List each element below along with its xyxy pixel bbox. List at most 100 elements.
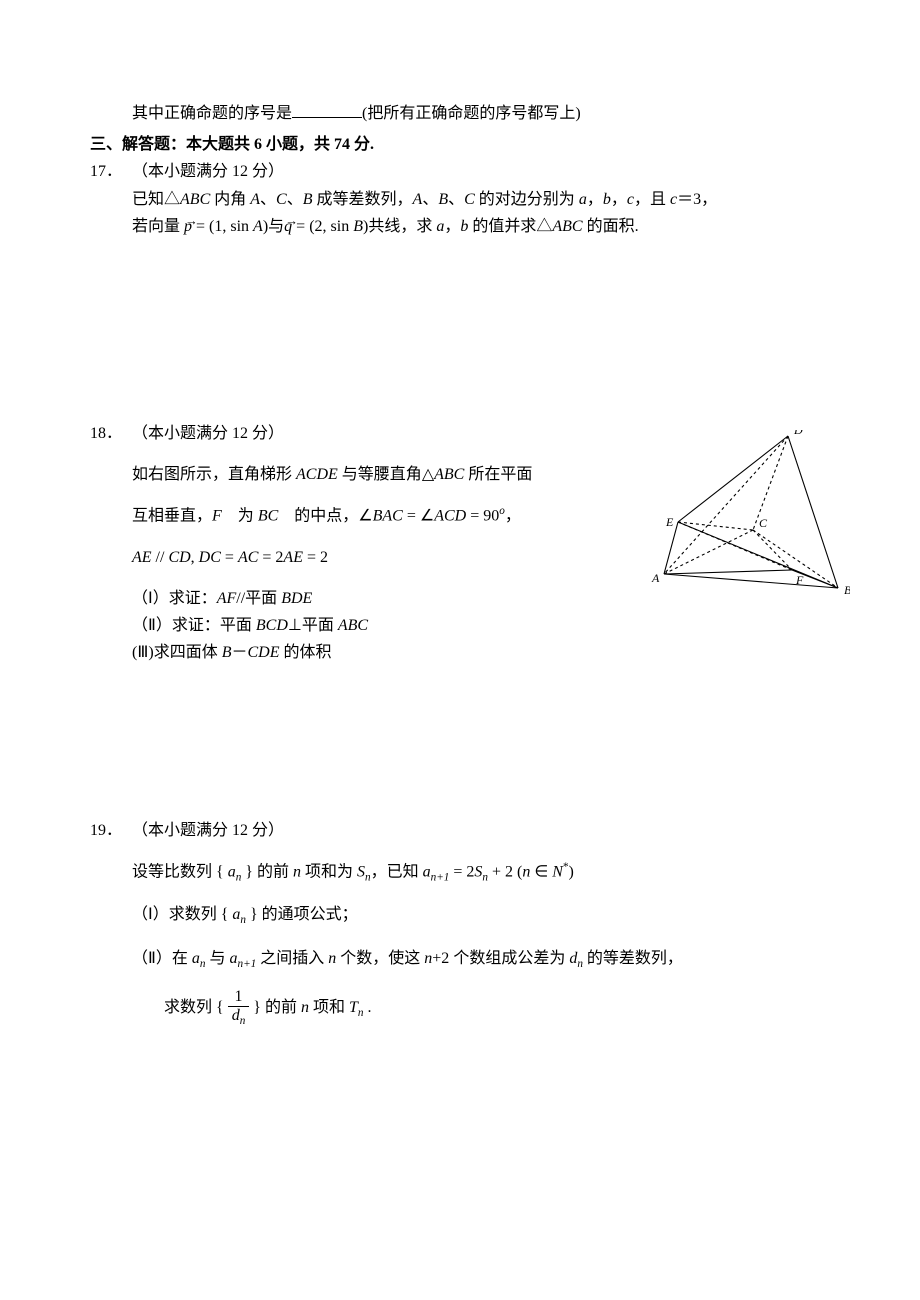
question-17: 17． （本小题满分 12 分） 已知△ABC 内角 A、C、B 成等差数列，A… — [90, 158, 830, 240]
fraction-1-over-dn: 1dn — [228, 988, 250, 1028]
two: 2 — [320, 549, 328, 566]
A: A — [250, 191, 260, 208]
q19-part1: （Ⅰ）求数列 { an } 的通项公式； — [132, 901, 830, 930]
workspace-gap-18 — [90, 667, 830, 817]
q19-part2: （Ⅱ）在 an 与 an+1 之间插入 n 个数，使这 n+2 个数组成公差为 … — [132, 945, 830, 974]
t: 设等比数列 { — [132, 863, 228, 880]
abc2: ABC — [552, 218, 582, 235]
n7: n — [240, 1015, 246, 1027]
t: ，已知 — [371, 863, 423, 880]
q17-line1: 已知△ABC 内角 A、C、B 成等差数列，A、B、C 的对边分别为 a，b，c… — [132, 191, 717, 208]
eq: = (2, sin — [292, 218, 353, 235]
eq2b: = 2 — [258, 549, 283, 566]
eq3: = — [303, 549, 320, 566]
eq2: = — [221, 549, 238, 566]
t: （Ⅰ）求数列 { — [132, 906, 232, 923]
t: ⊥平面 — [288, 617, 338, 634]
q18-points: （本小题满分 12 分） — [132, 425, 284, 442]
svg-text:D: D — [793, 430, 803, 437]
af: AF — [217, 590, 237, 607]
dc: DC — [199, 549, 221, 566]
np1b: n+1 — [238, 958, 257, 970]
t: 与 — [205, 950, 229, 967]
question-19: 19． （本小题满分 12 分） 设等比数列 { an } 的前 n 项和为 S… — [90, 817, 830, 1043]
a: a — [228, 863, 236, 880]
q19-part3: 求数列 { 1dn } 的前 n 项和 Tn . — [164, 988, 830, 1028]
svg-text:A: A — [651, 571, 660, 585]
a4: a — [192, 950, 200, 967]
t: （Ⅱ）求证：平面 — [132, 617, 256, 634]
c: c — [627, 191, 634, 208]
prev-prefix: 其中正确命题的序号是 — [132, 105, 292, 122]
t: （Ⅱ）在 — [132, 950, 192, 967]
q18-part3: (Ⅲ)求四面体 B－CDE 的体积 — [132, 639, 830, 666]
t: 、 — [260, 191, 276, 208]
eq: = 2 — [449, 863, 474, 880]
t: 、 — [448, 191, 464, 208]
t: 的面积. — [583, 218, 639, 235]
workspace-gap-17 — [90, 240, 830, 420]
t: 、 — [287, 191, 303, 208]
t: } 的前 — [249, 999, 301, 1016]
ac: AC — [238, 549, 258, 566]
t: 与等腰直角 — [338, 466, 422, 483]
q19-l1: 设等比数列 { an } 的前 n 项和为 Sn，已知 an+1 = 2Sn +… — [132, 858, 830, 888]
abc2: ABC — [338, 617, 368, 634]
p2: + 2 ( — [488, 863, 522, 880]
a: a — [579, 191, 587, 208]
ang: ∠ — [358, 508, 372, 525]
q18-part2: （Ⅱ）求证：平面 BCD⊥平面 ABC — [132, 612, 830, 639]
c: , — [191, 549, 199, 566]
svg-text:C: C — [759, 516, 768, 530]
t: （Ⅰ）求证： — [132, 590, 217, 607]
B2: B — [438, 191, 448, 208]
q17-line2: 若向量 →p = (1, sin A)与→q = (2, sin B)共线，求 … — [132, 218, 639, 235]
t: 的中点， — [278, 508, 358, 525]
t: 的对边分别为 — [475, 191, 579, 208]
ae: AE — [132, 549, 152, 566]
bcd: BCD — [256, 617, 288, 634]
ni: n — [293, 863, 301, 880]
bc: BC — [258, 508, 278, 525]
cd: CD — [168, 549, 190, 566]
svg-text:B: B — [844, 583, 850, 597]
t: 成等差数列， — [313, 191, 413, 208]
abc: ABC — [180, 191, 210, 208]
par: // — [152, 549, 169, 566]
p: . — [363, 999, 371, 1016]
t: } 的前 — [241, 863, 293, 880]
svg-text:E: E — [665, 515, 674, 529]
abc: ABC — [434, 466, 464, 483]
T: T — [349, 999, 358, 1016]
t: 为 — [222, 508, 258, 525]
t: 互相垂直， — [132, 508, 212, 525]
t: (Ⅲ)求四面体 — [132, 644, 222, 661]
bde: BDE — [281, 590, 312, 607]
rp: ) — [569, 863, 574, 880]
t: 项和 — [309, 999, 349, 1016]
t: 的值并求△ — [468, 218, 552, 235]
answer-blank[interactable] — [292, 101, 362, 118]
q18-figure: D E C A F B — [640, 430, 850, 605]
acd: ACD — [434, 508, 466, 525]
bac: BAC — [373, 508, 403, 525]
t: 已知△ — [132, 191, 180, 208]
ang2: ∠ — [420, 508, 434, 525]
prev-line: 其中正确命题的序号是(把所有正确命题的序号都写上) — [132, 100, 830, 127]
t: 所在平面 — [464, 466, 532, 483]
t: 与 — [268, 218, 284, 235]
t: 个数组成公差为 — [449, 950, 569, 967]
num: 1 — [228, 988, 250, 1007]
S: S — [357, 863, 365, 880]
t: //平面 — [236, 590, 281, 607]
N: N — [552, 863, 563, 880]
t: 的体积 — [280, 644, 332, 661]
in: ∈ — [530, 863, 552, 880]
eq: = — [403, 508, 420, 525]
d2: d — [232, 1007, 240, 1024]
t: 个数，使这 — [336, 950, 424, 967]
B3: B — [353, 218, 363, 235]
dash: － — [231, 644, 247, 661]
p-vector: →p — [184, 218, 192, 235]
svg-text:F: F — [795, 573, 804, 587]
